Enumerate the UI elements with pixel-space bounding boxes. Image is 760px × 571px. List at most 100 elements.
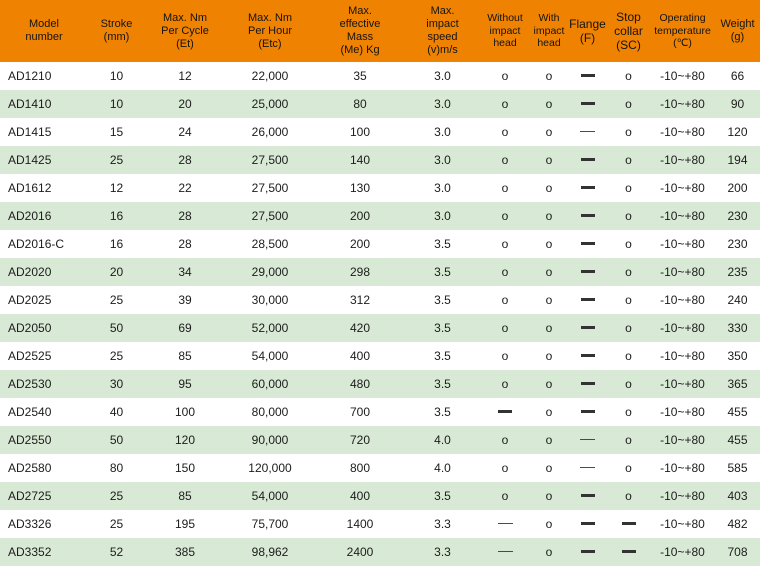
cell-me: 2400 — [315, 538, 405, 566]
cell-etc: 30,000 — [225, 286, 315, 314]
cell-et: 95 — [145, 370, 225, 398]
cell-temperature: -10~+80 — [650, 314, 715, 342]
cell-weight: 330 — [715, 314, 760, 342]
cell-flange — [568, 510, 607, 538]
cell-et: 28 — [145, 146, 225, 174]
cell-stop-collar: o — [607, 454, 650, 482]
cell-et: 85 — [145, 482, 225, 510]
dash-bold-mark — [580, 158, 595, 162]
cell-model: AD1425 — [0, 146, 88, 174]
cell-me: 140 — [315, 146, 405, 174]
header-row: Model number Stroke (mm) Max. Nm Per Cycle… — [0, 0, 760, 62]
cell-without-head — [480, 398, 530, 426]
dash-bold-mark — [580, 326, 595, 330]
cell-et: 195 — [145, 510, 225, 538]
cell-stop-collar: o — [607, 146, 650, 174]
cell-v: 3.5 — [405, 398, 480, 426]
cell-stroke: 30 — [88, 370, 145, 398]
cell-temperature: -10~+80 — [650, 90, 715, 118]
dash-thin-mark — [580, 131, 595, 133]
cell-me: 312 — [315, 286, 405, 314]
cell-stop-collar: o — [607, 118, 650, 146]
cell-with-head: o — [530, 258, 568, 286]
column-header-etc: Max. Nm Per Hour (Etc) — [225, 0, 315, 62]
cell-stroke: 25 — [88, 146, 145, 174]
table-row: AD2050 50 69 52,000 420 3.5 o o o -10~+80 330 — [0, 314, 760, 342]
table-row: AD1425 25 28 27,500 140 3.0 o o o -10~+80 194 — [0, 146, 760, 174]
cell-model: AD2580 — [0, 454, 88, 482]
cell-etc: 54,000 — [225, 482, 315, 510]
cell-etc: 27,500 — [225, 146, 315, 174]
column-header-weight: Weight (g) — [715, 0, 760, 62]
column-header-stop-collar: Stop collar (SC) — [607, 0, 650, 62]
cell-etc: 27,500 — [225, 202, 315, 230]
dash-bold-mark — [580, 410, 595, 414]
cell-v: 3.5 — [405, 230, 480, 258]
cell-flange — [568, 258, 607, 286]
cell-v: 3.0 — [405, 62, 480, 90]
cell-me: 1400 — [315, 510, 405, 538]
dash-bold-mark — [580, 214, 595, 218]
cell-with-head: o — [530, 62, 568, 90]
cell-stop-collar: o — [607, 314, 650, 342]
column-header-et: Max. Nm Per Cycle (Et) — [145, 0, 225, 62]
cell-temperature: -10~+80 — [650, 398, 715, 426]
cell-v: 3.0 — [405, 174, 480, 202]
table-row: AD2550 50 120 90,000 720 4.0 o o o -10~+80 455 — [0, 426, 760, 454]
table-row: AD3326 25 195 75,700 1400 3.3 o -10~+80 482 — [0, 510, 760, 538]
cell-et: 12 — [145, 62, 225, 90]
cell-weight: 350 — [715, 342, 760, 370]
dash-bold-mark — [580, 382, 595, 386]
cell-et: 28 — [145, 230, 225, 258]
dash-thin-mark — [497, 523, 513, 525]
cell-without-head: o — [480, 342, 530, 370]
cell-without-head: o — [480, 258, 530, 286]
cell-stroke: 50 — [88, 314, 145, 342]
cell-weight: 120 — [715, 118, 760, 146]
dash-bold-mark — [580, 522, 595, 526]
cell-etc: 25,000 — [225, 90, 315, 118]
cell-etc: 27,500 — [225, 174, 315, 202]
cell-model: AD2025 — [0, 286, 88, 314]
table-row: AD3352 52 385 98,962 2400 3.3 o -10~+80 708 — [0, 538, 760, 566]
cell-stroke: 25 — [88, 510, 145, 538]
cell-v: 4.0 — [405, 426, 480, 454]
cell-weight: 230 — [715, 202, 760, 230]
cell-stroke: 50 — [88, 426, 145, 454]
dash-bold-mark — [580, 298, 595, 302]
cell-temperature: -10~+80 — [650, 146, 715, 174]
cell-et: 120 — [145, 426, 225, 454]
cell-flange — [568, 370, 607, 398]
cell-temperature: -10~+80 — [650, 510, 715, 538]
cell-model: AD2016-C — [0, 230, 88, 258]
cell-stop-collar: o — [607, 426, 650, 454]
cell-stroke: 16 — [88, 202, 145, 230]
cell-v: 4.0 — [405, 454, 480, 482]
cell-me: 480 — [315, 370, 405, 398]
cell-stroke: 80 — [88, 454, 145, 482]
cell-weight: 708 — [715, 538, 760, 566]
cell-model: AD2540 — [0, 398, 88, 426]
cell-me: 130 — [315, 174, 405, 202]
cell-etc: 120,000 — [225, 454, 315, 482]
cell-flange — [568, 286, 607, 314]
cell-me: 720 — [315, 426, 405, 454]
table-row: AD2580 80 150 120,000 800 4.0 o o o -10~+80 585 — [0, 454, 760, 482]
cell-model: AD2016 — [0, 202, 88, 230]
table-row: AD1210 10 12 22,000 35 3.0 o o o -10~+80 66 — [0, 62, 760, 90]
table-row: AD2016 16 28 27,500 200 3.0 o o o -10~+80 230 — [0, 202, 760, 230]
dash-bold-mark — [580, 186, 595, 190]
cell-with-head: o — [530, 314, 568, 342]
cell-without-head — [480, 510, 530, 538]
dash-bold-mark — [621, 522, 636, 526]
cell-with-head: o — [530, 342, 568, 370]
cell-etc: 98,962 — [225, 538, 315, 566]
cell-model: AD2020 — [0, 258, 88, 286]
cell-weight: 365 — [715, 370, 760, 398]
cell-et: 85 — [145, 342, 225, 370]
cell-flange — [568, 342, 607, 370]
cell-flange — [568, 426, 607, 454]
cell-model: AD1210 — [0, 62, 88, 90]
cell-weight: 455 — [715, 426, 760, 454]
cell-v: 3.0 — [405, 146, 480, 174]
